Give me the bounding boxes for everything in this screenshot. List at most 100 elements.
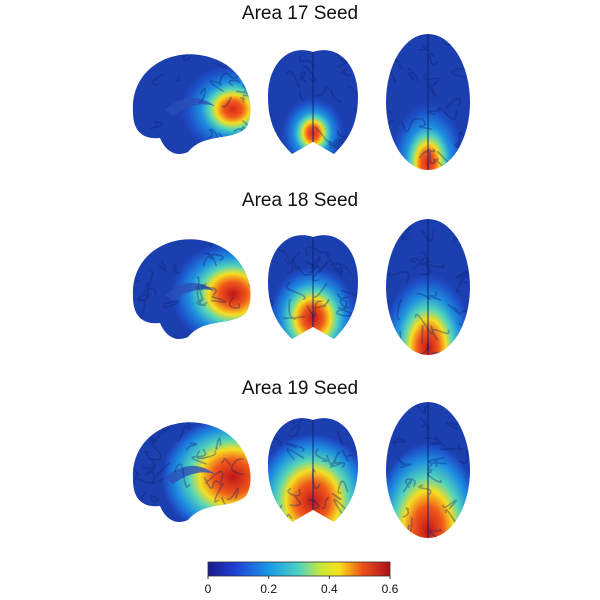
sulcus [345, 85, 358, 97]
sulcus [313, 283, 328, 299]
sulcus [314, 298, 330, 309]
sulcus [134, 239, 148, 247]
sulcus [268, 104, 273, 116]
sulcus [273, 50, 287, 52]
sulcus [387, 271, 410, 284]
sulcus [329, 138, 340, 150]
sulcus [407, 67, 420, 83]
sulcus [207, 129, 214, 141]
sulcus [307, 498, 320, 510]
sulcus [132, 466, 140, 478]
tick-label: 0.6 [382, 582, 399, 596]
sulcus [148, 494, 159, 503]
sulcus [297, 71, 307, 83]
sulcus [432, 328, 450, 341]
sulcus [175, 74, 182, 83]
sulcus [442, 499, 457, 510]
panel-title: Area 18 Seed [242, 190, 358, 211]
sulcus [153, 239, 176, 242]
sulcus [132, 262, 140, 283]
sulcus [353, 103, 358, 114]
sulcus [226, 487, 240, 501]
sulcus [133, 471, 156, 484]
sulcus [196, 298, 206, 307]
tick-label: 0.2 [260, 582, 277, 596]
sulcus [139, 287, 157, 302]
sulcus [459, 450, 469, 464]
sulcus [427, 108, 442, 115]
sulcus [147, 440, 163, 461]
sulcus [296, 264, 313, 277]
sulcus [353, 507, 358, 518]
sulcus [132, 305, 140, 315]
sulcus [414, 313, 434, 336]
sulcus [343, 514, 357, 522]
sulcus [418, 117, 432, 130]
sulcus [457, 447, 465, 453]
sulcus [203, 252, 217, 267]
sulcus [241, 239, 251, 256]
sulcus [215, 437, 222, 451]
sulcus [240, 503, 251, 515]
sulcus [395, 58, 405, 70]
sulcus [177, 425, 192, 442]
sulcus [315, 86, 329, 97]
sulcus [462, 510, 470, 529]
sulcus [311, 468, 320, 490]
sulcus [335, 306, 352, 317]
sulcus [430, 351, 443, 355]
sulcus [150, 422, 172, 444]
sulcus [324, 37, 330, 49]
sulcus [396, 299, 403, 321]
sulcus [198, 87, 206, 104]
sulcus [218, 72, 239, 85]
sulcus [173, 263, 181, 274]
sulcus [386, 422, 388, 430]
sulcus [200, 143, 210, 155]
sulcus [421, 324, 424, 345]
sulcus [330, 263, 351, 274]
sulcus [284, 251, 301, 265]
sulcus [418, 484, 432, 496]
sulcus [340, 68, 352, 76]
sulcus [268, 51, 278, 62]
sulcus [454, 131, 465, 149]
sulcus [298, 90, 305, 101]
sulcus [397, 456, 412, 469]
sulcus [305, 261, 323, 273]
sulcus [242, 70, 251, 86]
sulcus [386, 56, 391, 68]
sulcus [196, 450, 217, 460]
sulcus [191, 448, 207, 465]
sulcus [326, 455, 342, 467]
sulcus [409, 257, 419, 263]
sulcus [334, 138, 344, 154]
sulcus [204, 477, 220, 489]
sulcus [344, 235, 352, 239]
sulcus [419, 261, 431, 276]
sulcus [337, 480, 349, 495]
sulcus [420, 230, 434, 242]
sulcus [248, 278, 251, 291]
tick-label: 0 [205, 582, 212, 596]
sulcus [158, 260, 167, 272]
sulcus [456, 231, 470, 246]
sulcus [438, 107, 458, 120]
sulcus [210, 296, 227, 303]
panel-title: Area 19 Seed [242, 378, 358, 399]
sulcus [286, 448, 305, 460]
sulcus [419, 263, 445, 268]
sulcus [393, 34, 416, 44]
sulcus [221, 457, 231, 466]
sulcus [429, 528, 443, 538]
sulcus [301, 518, 313, 522]
sulcus [386, 100, 392, 114]
sulcus [163, 300, 180, 309]
sulcus [150, 462, 170, 485]
sulcus [150, 120, 163, 129]
sulcus [285, 70, 300, 89]
sulcus [419, 417, 430, 429]
sulcus [428, 291, 442, 301]
sulcus [408, 72, 415, 80]
